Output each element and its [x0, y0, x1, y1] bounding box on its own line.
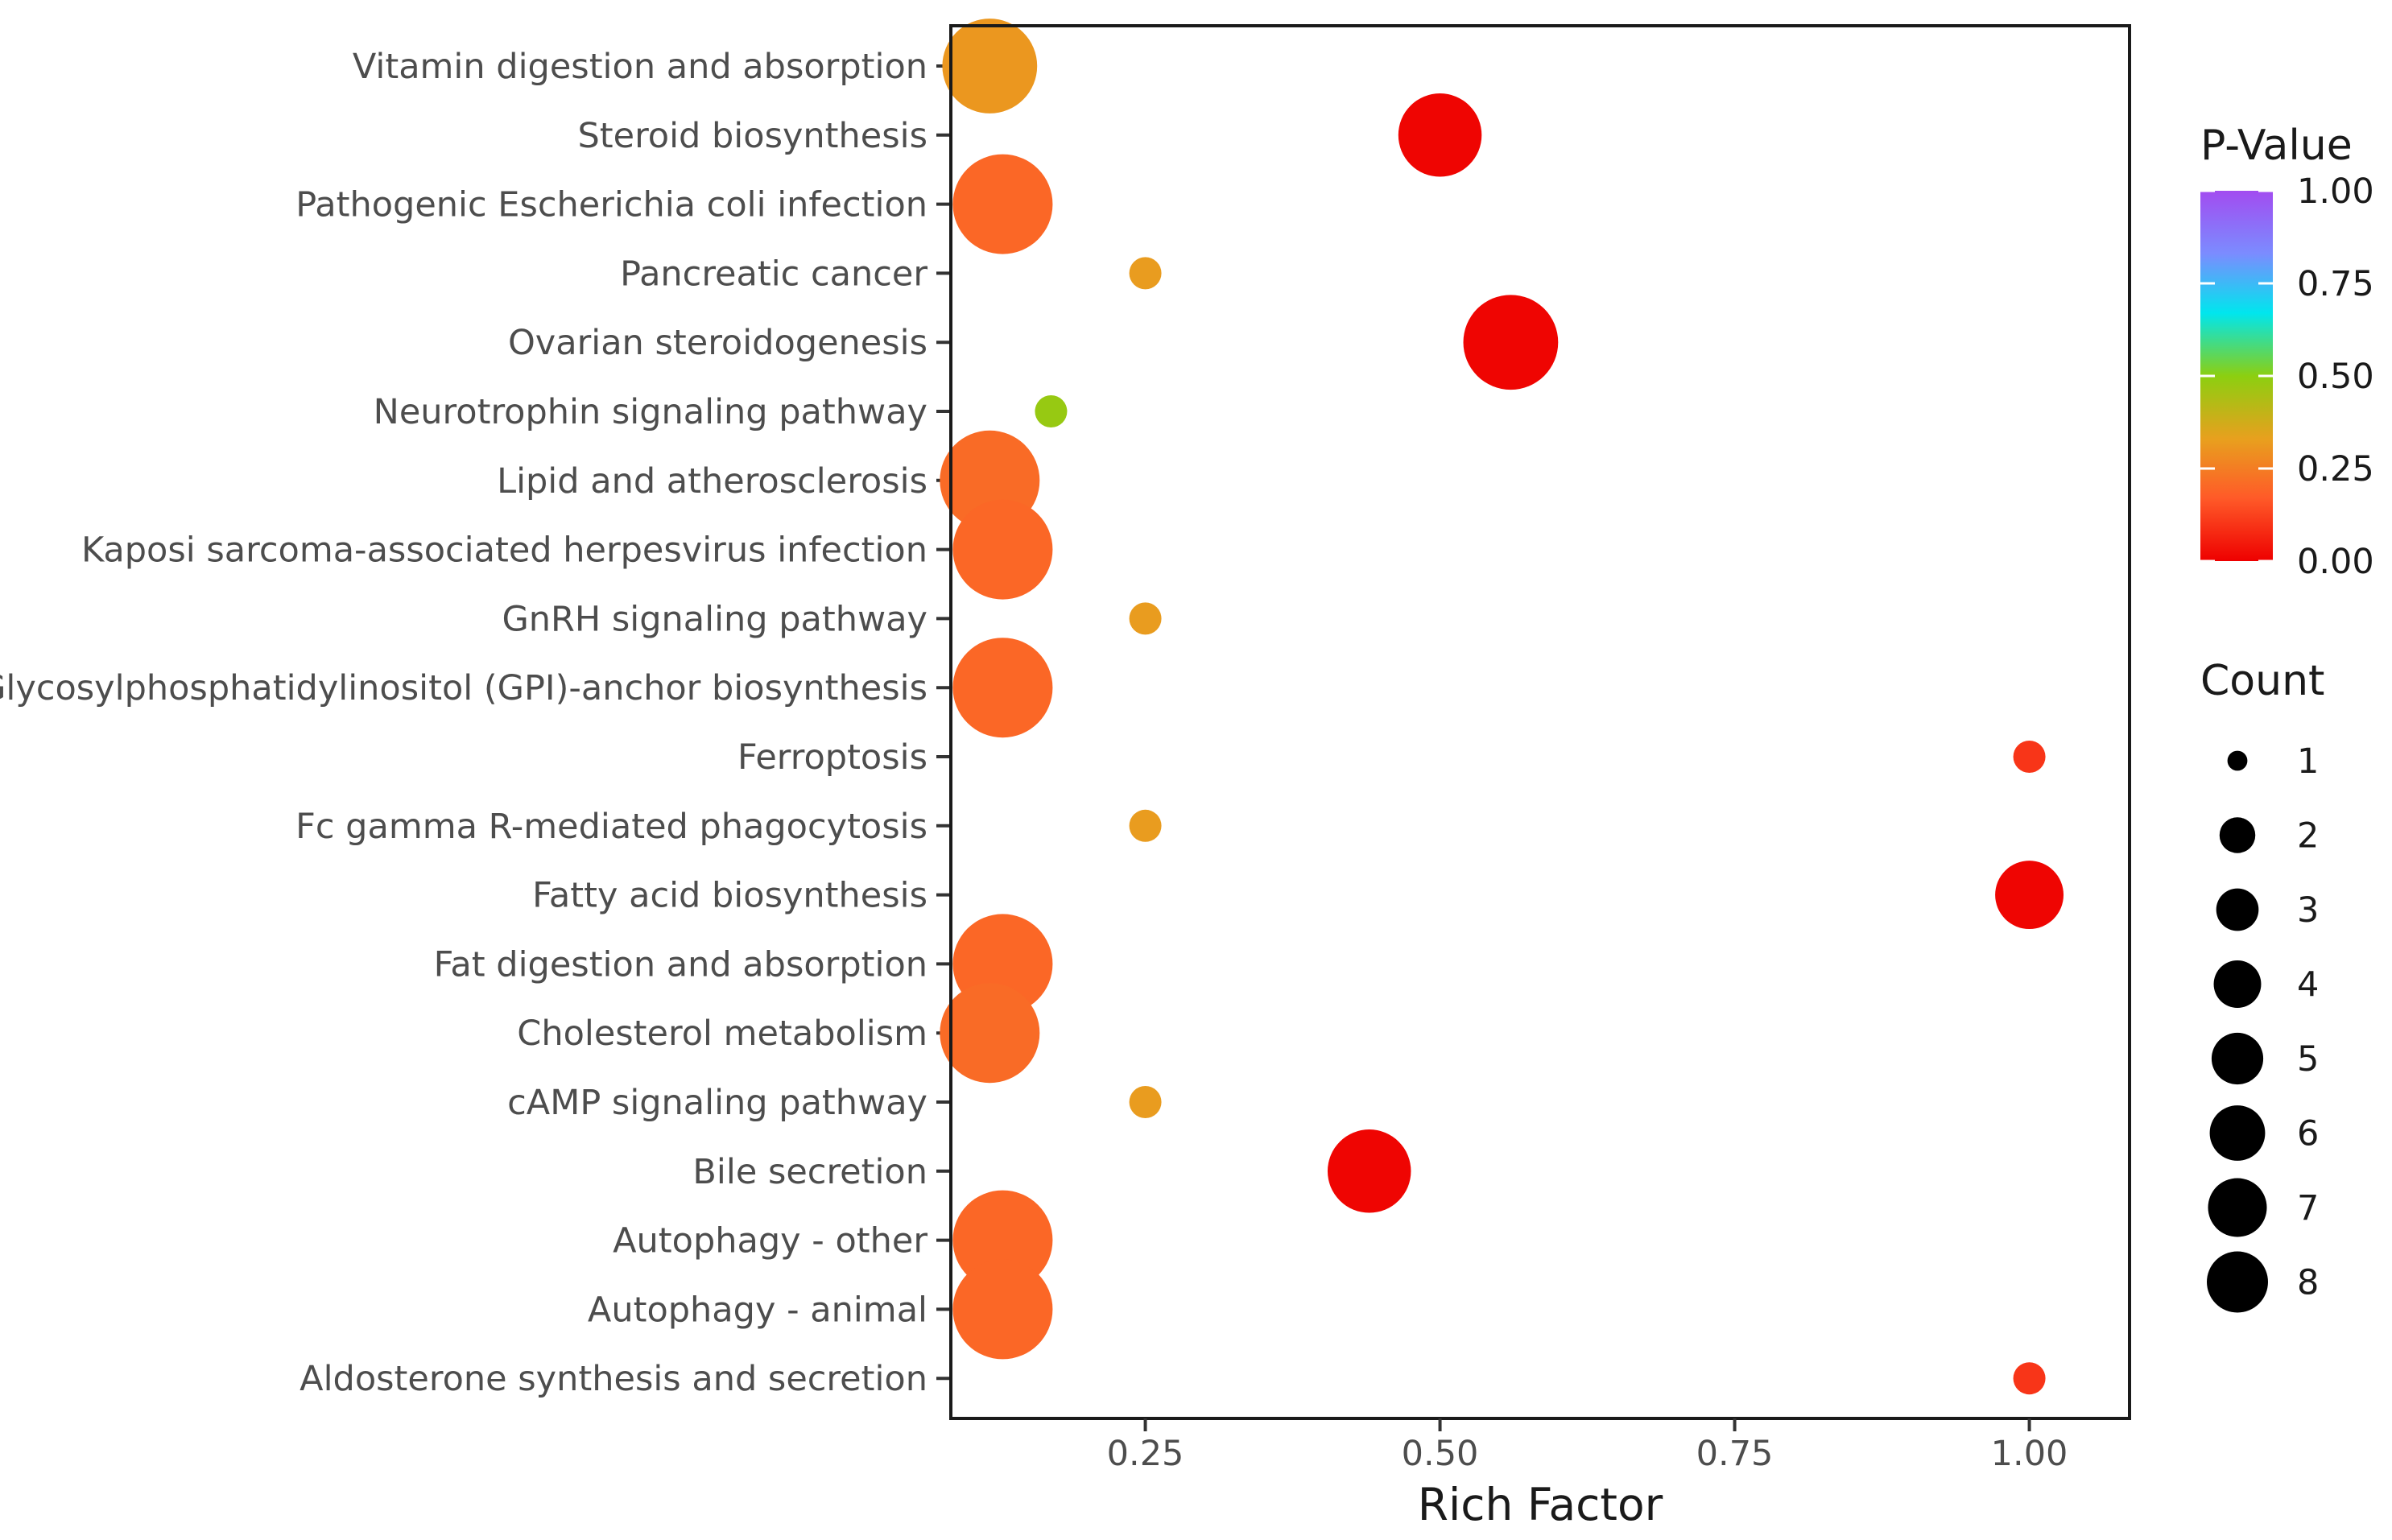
- y-tick-label: Lipid and atherosclerosis: [497, 461, 927, 502]
- y-tick-label: Cholesterol metabolism: [517, 1014, 927, 1054]
- data-point: [1129, 257, 1162, 290]
- y-tick-label: Bile secretion: [692, 1152, 927, 1192]
- x-tick-label: 0.25: [1107, 1434, 1184, 1474]
- y-tick-label: Glycosylphosphatidylinositol (GPI)-ancho…: [0, 668, 927, 708]
- data-point: [942, 19, 1038, 114]
- size-legend-label: 7: [2297, 1188, 2319, 1228]
- x-axis-title: Rich Factor: [1418, 1479, 1663, 1530]
- data-point: [2013, 741, 2046, 773]
- colorbar-tick-label: 0.00: [2297, 542, 2374, 582]
- y-axis-ticks: [936, 64, 951, 1381]
- y-tick-label: Aldosterone synthesis and secretion: [300, 1359, 927, 1399]
- y-tick-label: Ovarian steroidogenesis: [508, 323, 927, 363]
- plot-panel-border: [949, 24, 2131, 1420]
- colorbar-tick-label: 1.00: [2297, 171, 2374, 212]
- y-tick-label: Pancreatic cancer: [620, 254, 927, 294]
- data-point: [1129, 809, 1162, 842]
- size-legend-label: 5: [2297, 1039, 2319, 1080]
- y-tick-label: Steroid biosynthesis: [577, 116, 927, 156]
- data-point: [940, 983, 1040, 1084]
- y-tick-label: Neurotrophin signaling pathway: [374, 392, 927, 432]
- size-legend-label: 8: [2297, 1263, 2319, 1303]
- y-tick-label: Fat digestion and absorption: [434, 944, 927, 985]
- size-legend-dot: [2216, 888, 2259, 931]
- x-axis-ticks: 0.25 0.50 0.75 1.00: [1107, 1418, 2068, 1474]
- count-legend-title: Count: [2200, 657, 2324, 705]
- count-legend: Count 1 2 3 4 5 6 7 8: [2200, 657, 2324, 1313]
- colorbar-tick-label: 0.25: [2297, 449, 2374, 489]
- size-legend-dot: [2207, 1251, 2268, 1313]
- data-point: [952, 638, 1053, 738]
- y-axis-labels: Vitamin digestion and absorption Steroid …: [0, 47, 927, 1399]
- x-tick-label: 0.75: [1696, 1434, 1774, 1474]
- data-point: [1463, 295, 1559, 390]
- y-tick-label: Ferroptosis: [737, 737, 927, 778]
- y-tick-label: cAMP signaling pathway: [507, 1083, 927, 1123]
- size-legend-dot: [2209, 1105, 2266, 1161]
- size-legend-label: 2: [2297, 816, 2319, 857]
- pvalue-legend-title: P-Value: [2200, 122, 2353, 170]
- pvalue-legend: P-Value 1.00 0.75 0.50 0.25 0.00: [2200, 122, 2374, 582]
- y-tick-label: Fc gamma R-mediated phagocytosis: [295, 807, 927, 847]
- x-tick-label: 1.00: [1991, 1434, 2068, 1474]
- data-point: [1129, 1086, 1162, 1118]
- size-legend-dot: [2213, 960, 2262, 1008]
- y-tick-label: Vitamin digestion and absorption: [353, 47, 927, 87]
- data-point: [1035, 395, 1068, 427]
- size-legend-label: 1: [2297, 741, 2319, 782]
- data-point: [952, 1259, 1053, 1360]
- data-point: [1129, 602, 1162, 635]
- size-legend-dot: [2227, 750, 2248, 771]
- y-tick-label: GnRH signaling pathway: [502, 599, 927, 639]
- x-tick-label: 0.50: [1402, 1434, 1479, 1474]
- size-legend-label: 4: [2297, 965, 2319, 1005]
- y-tick-label: Fatty acid biosynthesis: [532, 876, 927, 916]
- y-tick-label: Kaposi sarcoma-associated herpesvirus in…: [81, 531, 927, 571]
- data-point: [2013, 1362, 2046, 1395]
- data-point: [952, 154, 1053, 254]
- size-legend-dot: [2208, 1178, 2267, 1237]
- y-tick-label: Pathogenic Escherichia coli infection: [295, 185, 927, 225]
- data-points: [940, 19, 2064, 1395]
- y-tick-label: Autophagy - animal: [588, 1290, 927, 1330]
- data-point: [952, 1190, 1053, 1290]
- size-legend-dot: [2211, 1032, 2264, 1085]
- data-point: [952, 499, 1053, 600]
- colorbar-tick-label: 0.50: [2297, 357, 2374, 397]
- colorbar-tick-label: 0.75: [2297, 264, 2374, 304]
- data-point: [1398, 93, 1482, 177]
- data-point: [1995, 861, 2064, 930]
- data-point: [1327, 1129, 1411, 1213]
- size-legend-label: 3: [2297, 890, 2319, 931]
- size-legend-dot: [2219, 817, 2256, 853]
- size-legend-label: 6: [2297, 1114, 2319, 1154]
- y-tick-label: Autophagy - other: [613, 1221, 927, 1261]
